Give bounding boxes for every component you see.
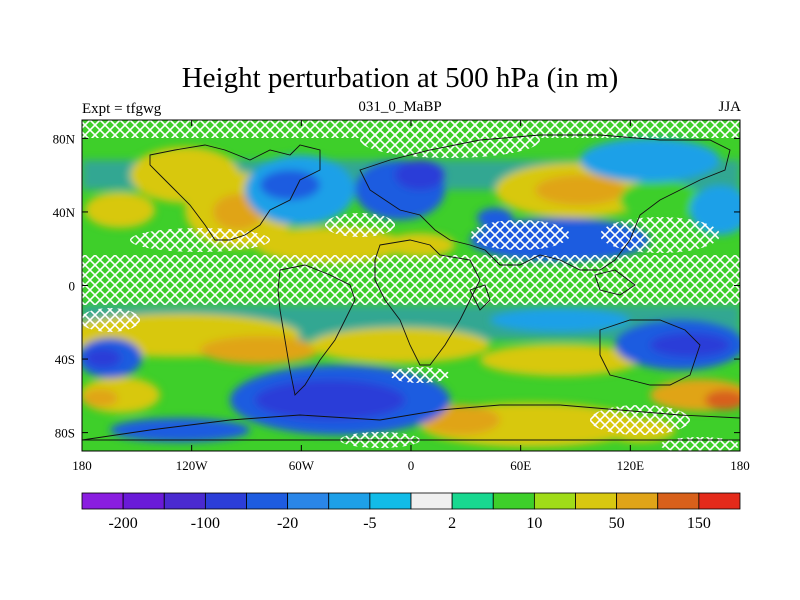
y-tick-label: 40N <box>53 205 76 220</box>
coastlines <box>82 134 740 441</box>
colorbar-label: 10 <box>526 515 542 532</box>
colorbar-box <box>698 492 741 510</box>
colorbar-label: 150 <box>687 515 711 532</box>
colorbar-box <box>410 492 453 510</box>
axis-ticks: 180 120W 60W 0 60E 120E 180 80N 40N 0 40S 80S <box>53 120 750 473</box>
colorbar-box <box>81 492 124 510</box>
colorbar-box <box>616 492 659 510</box>
x-tick-label: 180 <box>730 458 750 473</box>
experiment-label: Expt = tfgwg <box>82 101 162 117</box>
colorbar-box <box>369 492 412 510</box>
colorbar-label: -200 <box>108 515 137 532</box>
y-tick-label: 80S <box>55 426 75 441</box>
x-tick-label: 180 <box>72 458 92 473</box>
colorbar-label: 2 <box>448 515 456 532</box>
colorbar-box <box>533 492 576 510</box>
x-tick-label: 120W <box>176 458 209 473</box>
x-tick-label: 60E <box>510 458 531 473</box>
colorbar-box <box>657 492 700 510</box>
colorbar-box <box>451 492 494 510</box>
colorbar-box <box>328 492 371 510</box>
colorbar-label: -20 <box>277 515 298 532</box>
colorbar-box <box>287 492 330 510</box>
colorbar-box <box>163 492 206 510</box>
colorbar-box <box>492 492 535 510</box>
x-tick-label: 120E <box>617 458 645 473</box>
colorbar-label: 50 <box>609 515 625 532</box>
x-tick-label: 60W <box>289 458 315 473</box>
colorbar-box <box>204 492 247 510</box>
y-tick-label: 0 <box>69 279 76 294</box>
x-tick-label: 0 <box>408 458 415 473</box>
y-tick-label: 40S <box>55 352 75 367</box>
y-tick-label: 80N <box>53 131 76 146</box>
map-field <box>82 120 740 451</box>
season-label: JJA <box>718 99 741 115</box>
figure-title: Height perturbation at 500 hPa (in m) <box>181 62 619 94</box>
hatched-zones <box>82 120 740 451</box>
colorbar-box <box>122 492 165 510</box>
colorbar: -200 -100 -20 -5 2 10 50 150 <box>81 492 741 532</box>
run-label: 031_0_MaBP <box>358 99 442 115</box>
colorbar-label: -100 <box>191 515 220 532</box>
colorbar-box <box>246 492 289 510</box>
colorbar-label: -5 <box>363 515 376 532</box>
colorbar-box <box>575 492 618 510</box>
